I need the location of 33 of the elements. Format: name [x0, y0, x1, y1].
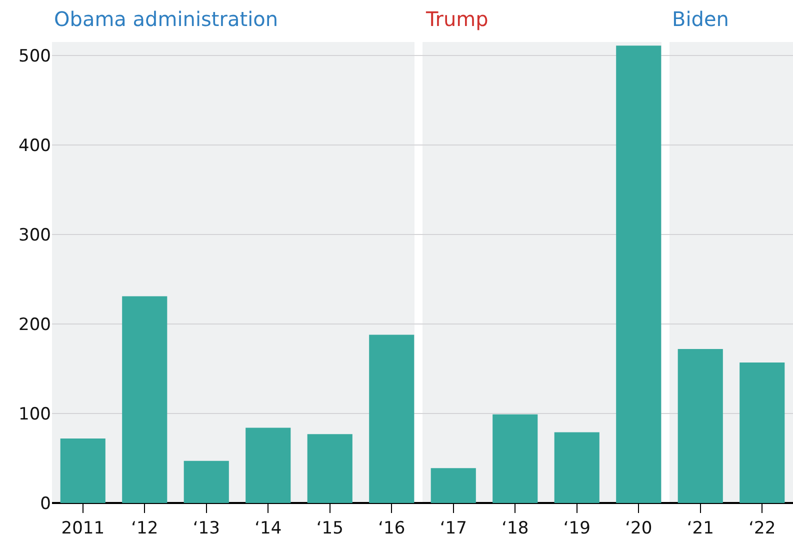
band-label: Obama administration: [54, 7, 278, 31]
x-tick-label: ‘19: [563, 518, 590, 538]
y-tick-label: 0: [40, 494, 51, 514]
x-tick-label: ‘20: [625, 518, 652, 538]
bar: [554, 432, 600, 503]
x-tick-label: ‘16: [378, 518, 406, 538]
bar: [740, 362, 785, 503]
bar: [492, 414, 538, 503]
y-tick-label: 200: [18, 314, 51, 335]
bar: [678, 349, 723, 503]
y-tick-label: 300: [18, 225, 51, 246]
y-tick-label: 500: [18, 46, 51, 66]
y-tick-label: 400: [18, 136, 51, 156]
x-tick-label: 2011: [61, 518, 105, 538]
bar: [184, 460, 229, 503]
x-tick-label: ‘17: [440, 518, 467, 538]
bar: [430, 468, 476, 503]
x-tick-label: ‘12: [131, 518, 158, 538]
bar: [246, 428, 291, 503]
x-tick-label: ‘14: [254, 518, 282, 538]
x-tick-label: ‘13: [192, 518, 220, 538]
x-tick-label: ‘22: [748, 518, 776, 538]
bar: [307, 434, 352, 503]
bar: [60, 438, 106, 503]
x-tick-label: ‘21: [686, 518, 714, 538]
x-tick-label: ‘18: [502, 518, 529, 538]
y-tick-label: 100: [18, 404, 51, 424]
band-label: Biden: [672, 7, 729, 31]
x-tick-label: ‘15: [316, 518, 344, 538]
bar: [616, 46, 662, 503]
bar: [122, 296, 168, 503]
bar: [369, 334, 414, 503]
band-label: Trump: [425, 7, 488, 31]
